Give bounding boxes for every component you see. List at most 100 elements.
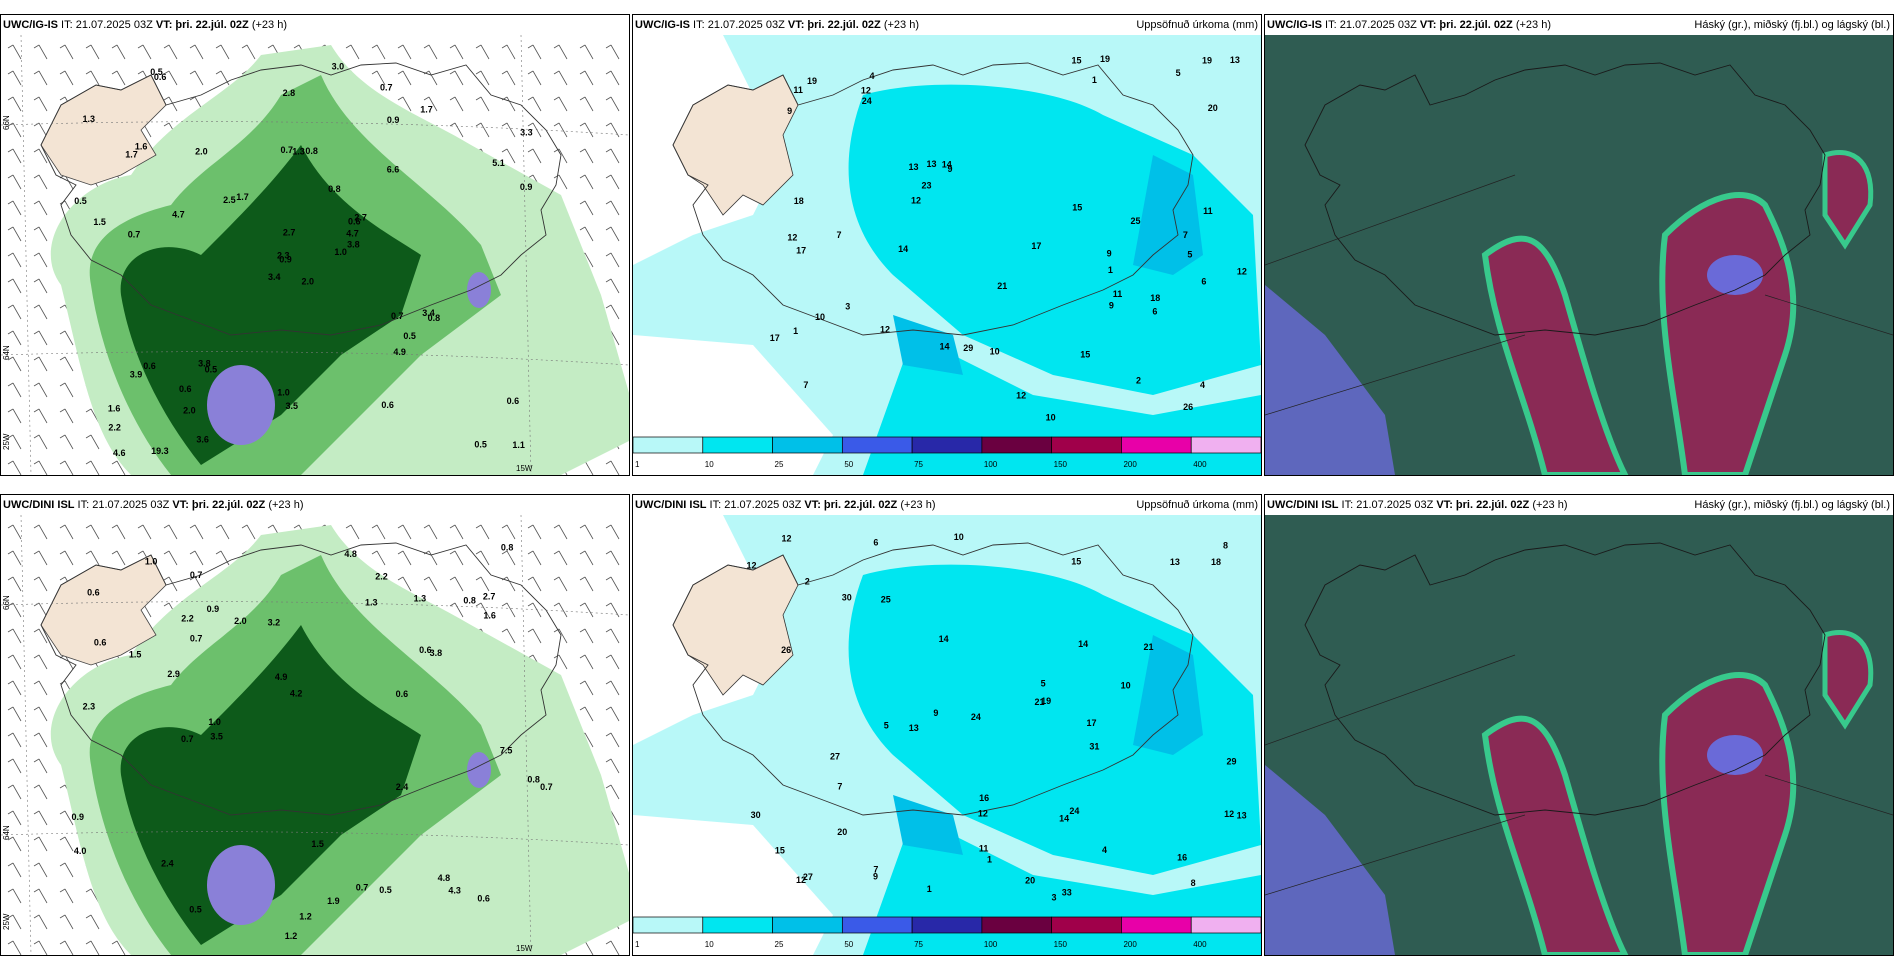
colorbar-swatch: [911, 436, 983, 454]
wind-barb: [7, 70, 22, 86]
wind-barb: [475, 576, 490, 592]
wind-barb: [59, 524, 74, 540]
wind-barb: [605, 252, 620, 268]
precip-value-label: 11: [1113, 289, 1123, 299]
wind-barb: [579, 550, 594, 566]
wind-barb: [423, 524, 438, 540]
coastline: [40, 542, 562, 816]
map-area[interactable]: 1 5 7 4 9 2 1 1 13 10 9 12 11 4 14 11 21 17 14 3 13 5 12 6 15 12 1…: [633, 35, 1261, 475]
wind-barb: [33, 524, 48, 540]
graticule-line: [1764, 774, 1893, 816]
colorbar-swatch: [981, 436, 1053, 454]
precip-value-label: 4.2: [290, 689, 303, 699]
graticule: [1, 35, 629, 475]
wind-barb: [137, 44, 152, 60]
wind-barb: [33, 680, 48, 696]
colorbar-tick-label: 10: [705, 940, 714, 949]
wind-barb: [605, 576, 620, 592]
precip-value-label: 6: [1152, 306, 1157, 316]
precip-value-label: 5.1: [492, 158, 505, 168]
wind-barb: [85, 434, 100, 450]
map-canvas: 1374625810141319121521269131214851221273…: [633, 515, 1261, 955]
precip-value-label: 12: [782, 533, 792, 543]
precip-value-label: 15: [1072, 56, 1082, 66]
precip-value-label: 9: [947, 164, 952, 174]
colorbar-swatch: [981, 916, 1053, 934]
wind-barb: [7, 628, 22, 644]
wind-barb: [423, 550, 438, 566]
precip-value-label: 13: [926, 159, 936, 169]
wind-barb: [33, 576, 48, 592]
precip-value-label: 10: [990, 346, 1000, 356]
precip-value-label: 13: [1230, 55, 1240, 65]
precip-value-label: 30: [842, 593, 852, 603]
precip-value-label: 0.9: [207, 604, 220, 614]
precip-value-label: 20: [837, 827, 847, 837]
precip-value-label: 0.6: [419, 645, 432, 655]
model-name: UWC/IG-IS: [635, 19, 690, 31]
colorbar-tick-label: 50: [844, 460, 853, 469]
wind-barb: [7, 758, 22, 774]
map-area[interactable]: [1265, 35, 1893, 475]
wind-barb: [371, 550, 386, 566]
wind-barb: [371, 70, 386, 86]
wind-barb: [449, 96, 464, 112]
graticule-line: [1265, 334, 1526, 416]
panel-header: UWC/DINI ISL IT: 21.07.2025 03Z VT: þri.…: [1265, 495, 1893, 515]
wind-barb: [449, 70, 464, 86]
wind-barb: [33, 836, 48, 852]
wind-barb: [111, 550, 126, 566]
precip-value-label: 1.6: [483, 610, 496, 620]
colorbar-swatch: [1190, 916, 1261, 934]
lat-label: 25W: [2, 433, 11, 450]
precip-value-label: 4.7: [346, 228, 359, 238]
wind-barb: [7, 888, 22, 904]
precip-value-label: 25: [881, 595, 891, 605]
colorbar-swatch: [772, 436, 843, 454]
precip-value-label: 0.6: [94, 637, 107, 647]
graticule-line: [20, 35, 32, 475]
wind-barb: [85, 914, 100, 930]
lat-label: 25W: [2, 913, 11, 930]
wind-barb: [527, 550, 542, 566]
model-name: UWC/DINI ISL: [1267, 499, 1339, 511]
map-area[interactable]: 1 3 7 4 6 2 5 8 10 14 13 1 9 12 15 21 26 9 13 12 14 8 5 12 21 27 3…: [633, 515, 1261, 955]
colorbar-tick-label: 10: [705, 460, 714, 469]
precip-value-label: 21: [1034, 697, 1044, 707]
precip-value-label: 2.0: [301, 276, 314, 286]
graticule-line: [1265, 654, 1516, 746]
colorbar-tick-label: 400: [1193, 460, 1207, 469]
init-time: IT: 21.07.2025 03Z: [1322, 19, 1420, 31]
precip-value-label: 5: [1041, 678, 1046, 688]
map-area[interactable]: 66N 64N 25W 15W 0.6 0.7 0.6 1.2 0.8 1.2 2.4 3.5 2.7 0…: [1, 515, 629, 955]
init-time: IT: 21.07.2025 03Z: [706, 499, 805, 511]
precip-value-label: 4.6: [113, 448, 126, 458]
precip-value-label: 3.3: [520, 128, 533, 138]
precip-value-label: 12: [861, 86, 871, 96]
wind-barb: [111, 524, 126, 540]
wind-barb: [215, 550, 230, 566]
map-canvas: [1265, 35, 1893, 475]
precip-value-label: 9: [873, 872, 878, 882]
colorbar-tick-label: 25: [775, 940, 784, 949]
coastline: [40, 62, 562, 336]
precip-value-label: 12: [796, 875, 806, 885]
colorbar-legend: 1 10 25 50 75 100 150 200 400: [633, 916, 1261, 949]
wind-barb: [7, 706, 22, 722]
wind-barb: [501, 524, 516, 540]
colorbar-swatch: [841, 916, 913, 934]
wind-barb: [579, 628, 594, 644]
precip-value-label: 4.8: [438, 873, 451, 883]
precip-value-label: 4: [869, 71, 874, 81]
map-area[interactable]: [1265, 515, 1893, 955]
wind-barb: [579, 44, 594, 60]
wind-barb: [33, 96, 48, 112]
precip-value-label: 17: [1087, 718, 1097, 728]
map-area[interactable]: 66N 64N 25W 15W 2.0 1.7 0.9 1.6 0.6 0.5 0.7 0.8 0.9 1…: [1, 35, 629, 475]
precip-value-label: 0.5: [150, 67, 163, 77]
wind-barb: [7, 278, 22, 294]
graticule-line: [1, 601, 629, 616]
precip-value-label: 0.7: [391, 311, 404, 321]
precip-value-label: 1.5: [93, 217, 106, 227]
precip-value-label: 16: [1177, 853, 1187, 863]
